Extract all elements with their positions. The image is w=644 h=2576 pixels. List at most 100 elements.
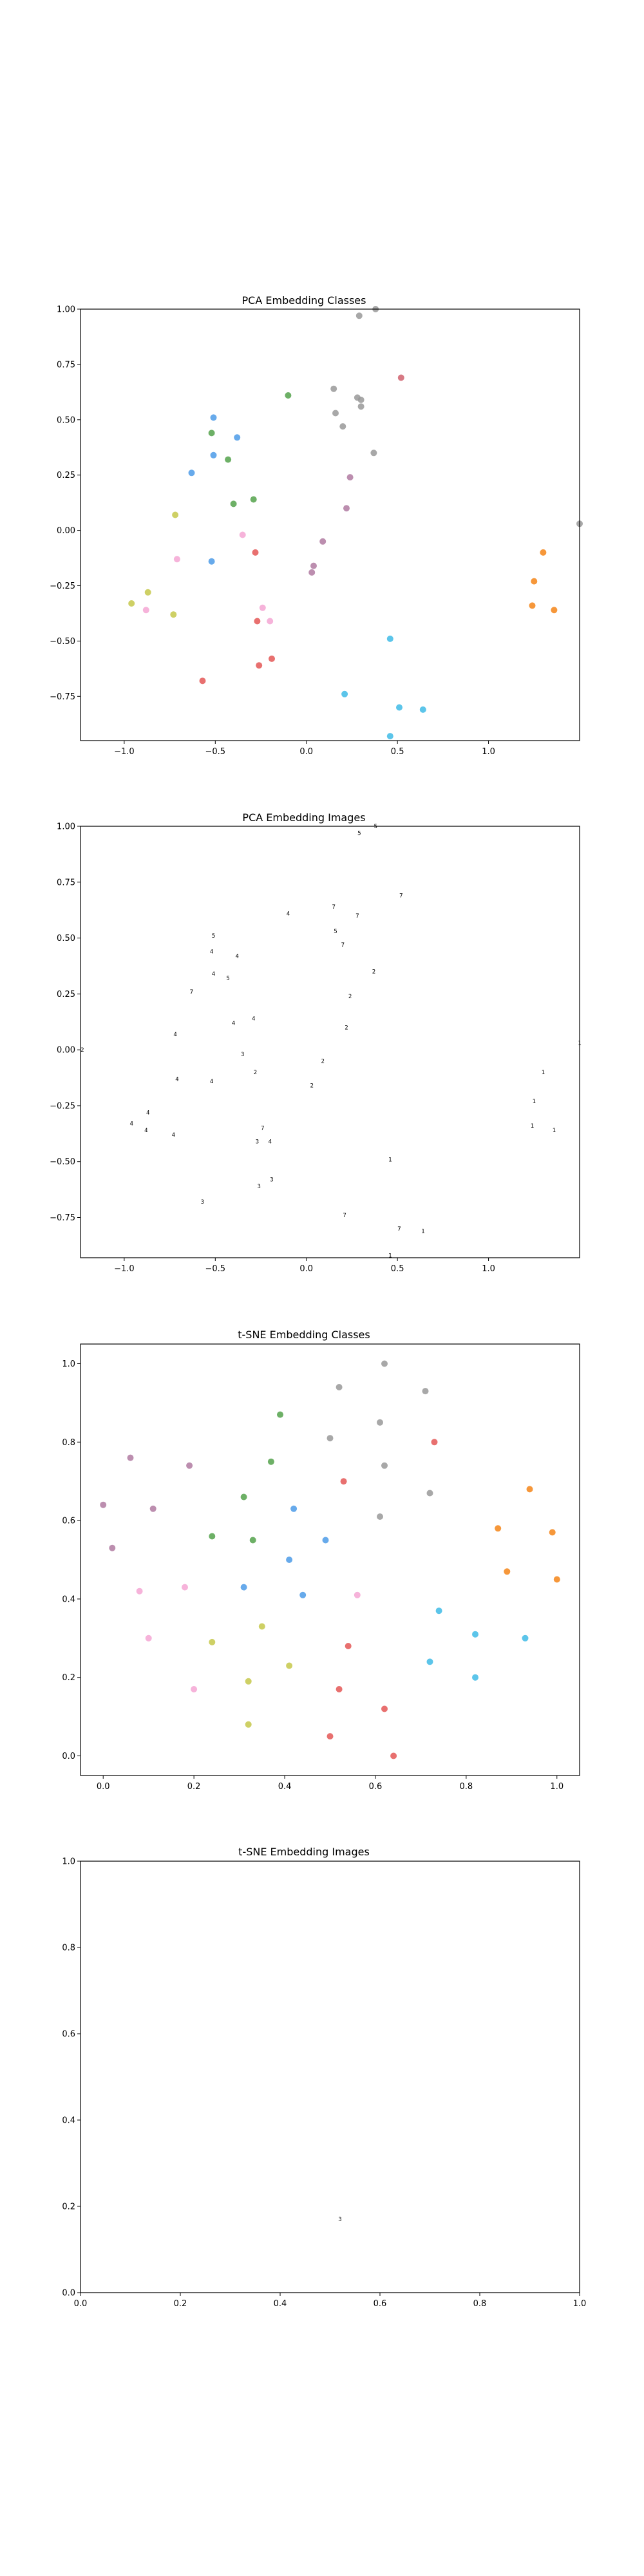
pca-images-image-glyph-24: 4 (175, 1076, 178, 1083)
tsne-classes-point-8 (431, 1439, 438, 1446)
tsne-classes-point-48 (426, 1658, 433, 1665)
pca-images-image-glyph-28: 4 (129, 1121, 133, 1128)
pca-images-image-glyph-7: 7 (399, 893, 402, 900)
pca-images-image-glyph-16: 7 (190, 989, 193, 996)
pca-classes-point-43 (551, 607, 558, 614)
pca-images-image-glyph-27: 4 (146, 1110, 149, 1116)
tsne-classes-point-15 (277, 1411, 283, 1418)
tsne-classes-point-11 (336, 1686, 343, 1692)
pca-images-image-glyph-36: 3 (201, 1199, 204, 1206)
tsne-classes-point-16 (267, 1458, 274, 1465)
pca-classes-point-45 (341, 690, 348, 697)
tsne-classes-point-27 (100, 1501, 107, 1508)
pca-images-xtick-label-1: −0.5 (205, 1264, 226, 1274)
pca-images-image-glyph-26: 2 (310, 1083, 313, 1090)
pca-classes-ytick-label-1: −0.50 (50, 637, 75, 647)
tsne-classes-ytick-label-4: 0.8 (62, 1438, 75, 1448)
tsne-classes-ticks: 0.0 0.2 0.4 0.6 0.8 1.0 0.0 0.2 0.4 0.6 0.8 1.0 (62, 1359, 564, 1792)
pca-classes-title: PCA Embedding Classes (242, 294, 366, 307)
tsne-classes-point-20 (290, 1505, 298, 1512)
tsne-classes-point-18 (209, 1533, 216, 1540)
tsne-classes-point-0 (381, 1360, 388, 1367)
pca-classes-point-35 (142, 607, 149, 614)
pca-images-marks: 5 5 7 7 5 7 2 7 2 2 4 5 4 4 4 5 7 4 4 4 2 3 2 2 4 4 2 4 4 4 7 4 3 4 3 3 3 1 7 7… (80, 824, 582, 1260)
tsne-classes-xtick-label-3: 0.6 (369, 1782, 383, 1792)
tsne-images-xtick-label-2: 0.4 (274, 2299, 287, 2309)
pca-classes-point-11 (252, 549, 259, 556)
pca-classes-point-2 (330, 385, 337, 392)
pca-images-chart: PCA Embedding Images 5 5 7 7 5 7 2 7 2 2 4 5 4 4 4 5 7 4 4… (50, 811, 582, 1274)
pca-images-ytick-label-7: 1.00 (57, 822, 75, 832)
pca-classes-point-14 (256, 662, 263, 669)
pca-classes-point-8 (370, 450, 377, 457)
pca-classes-xtick-label-0: −1.0 (114, 747, 135, 757)
pca-classes-point-46 (396, 704, 402, 711)
pca-images-image-glyph-40: 1 (421, 1228, 424, 1235)
pca-classes-point-19 (230, 500, 237, 507)
pca-classes-xtick-label-1: −0.5 (205, 747, 226, 757)
pca-classes-point-0 (355, 312, 363, 319)
tsne-classes-point-47 (522, 1634, 529, 1642)
pca-classes-point-17 (208, 430, 215, 437)
pca-classes-ytick-label-0: −0.75 (50, 692, 75, 702)
pca-images-ytick-label-4: 0.25 (57, 990, 75, 999)
pca-classes-ytick-label-7: 1.00 (57, 305, 75, 315)
tsne-classes-point-22 (322, 1537, 329, 1544)
tsne-classes-xtick-label-5: 1.0 (550, 1782, 564, 1792)
pca-images-image-glyph-11: 5 (212, 933, 215, 940)
tsne-images-axes-frame (80, 1861, 580, 2293)
pca-images-image-glyph-37: 1 (388, 1157, 392, 1163)
pca-classes-xtick-label-4: 1.0 (482, 747, 495, 757)
pca-images-image-glyph-23: 2 (254, 1070, 257, 1076)
tsne-classes-point-25 (127, 1454, 134, 1461)
pca-images-image-glyph-4: 5 (334, 929, 337, 935)
pca-classes-point-4 (357, 396, 365, 403)
pca-classes-xtick-label-3: 0.5 (391, 747, 404, 757)
pca-classes-point-6 (332, 410, 339, 417)
tsne-classes-xtick-label-1: 0.2 (187, 1782, 201, 1792)
pca-classes-point-48 (386, 733, 393, 740)
pca-images-ticks: −1.0 −0.5 0.0 0.5 1.0 −0.75 −0.50 −0.25 0.00 0.25… (50, 822, 495, 1274)
pca-classes-point-15 (199, 677, 206, 685)
tsne-classes-point-29 (109, 1544, 116, 1551)
pca-images-image-glyph-6: 2 (372, 969, 375, 976)
pca-classes-point-30 (308, 569, 316, 576)
tsne-classes-ytick-label-5: 1.0 (62, 1359, 75, 1369)
tsne-images-xtick-label-5: 1.0 (573, 2299, 587, 2309)
pca-images-image-glyph-22: 2 (321, 1059, 324, 1065)
tsne-classes-point-34 (354, 1591, 361, 1598)
pca-images-image-glyph-38: 7 (343, 1213, 346, 1219)
tsne-classes-ytick-label-0: 0.0 (62, 1752, 75, 1761)
pca-images-image-glyph-19: 4 (173, 1032, 176, 1038)
tsne-classes-point-46 (472, 1631, 478, 1638)
tsne-classes-xtick-label-4: 0.8 (460, 1782, 473, 1792)
tsne-classes-point-32 (145, 1634, 152, 1642)
pca-classes-point-38 (128, 600, 135, 607)
tsne-classes-point-23 (240, 1584, 247, 1591)
tsne-classes-point-36 (209, 1638, 216, 1645)
tsne-classes-point-38 (245, 1678, 252, 1685)
pca-classes-point-37 (144, 589, 151, 596)
pca-images-image-glyph-18: 4 (252, 1016, 255, 1023)
tsne-classes-point-33 (191, 1686, 198, 1692)
pca-classes-point-40 (540, 549, 547, 556)
pca-classes-point-18 (225, 456, 232, 463)
tsne-classes-marks (100, 1360, 560, 1759)
pca-classes-chart: PCA Embedding Classes −1.0 −0.5 0.0 0.5 1.0−… (50, 294, 583, 757)
tsne-images-ticks: 0.0 0.2 0.4 0.6 0.8 1.0 0.0 0.2 0.4 0.6 0.8 1.0 (62, 1857, 586, 2309)
pca-classes-point-44 (386, 635, 393, 642)
pca-classes-ytick-label-2: −0.25 (50, 582, 75, 591)
pca-classes-point-10 (397, 374, 404, 381)
tsne-classes-point-45 (435, 1607, 442, 1615)
pca-images-image-glyph-32: 3 (256, 1139, 259, 1146)
pca-classes-point-26 (346, 474, 354, 481)
tsne-classes-point-28 (149, 1505, 156, 1512)
pca-classes-marks (128, 306, 583, 740)
tsne-classes-ytick-label-2: 0.4 (62, 1595, 75, 1604)
pca-images-ytick-label-3: 0.00 (57, 1046, 75, 1056)
pca-classes-point-5 (357, 403, 365, 410)
tsne-images-chart: t-SNE Embedding Images 3 0.0 0.2 0.4 0.6 0.8… (62, 1846, 586, 2309)
tsne-classes-point-44 (553, 1576, 560, 1583)
tsne-classes-point-17 (240, 1493, 247, 1501)
tsne-images-xtick-label-3: 0.6 (374, 2299, 387, 2309)
